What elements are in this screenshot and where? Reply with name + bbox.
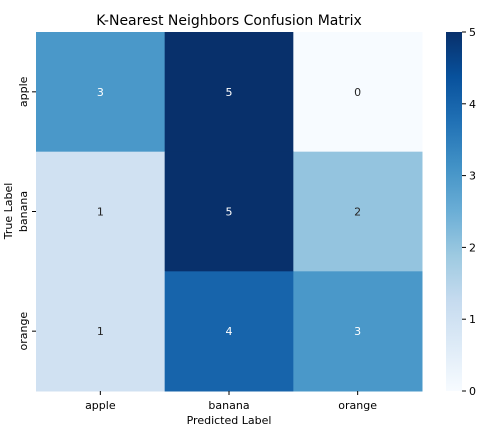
colorbar-tick-label: 4	[469, 98, 476, 111]
cell-value-label: 1	[97, 325, 104, 338]
heatmap-cell	[36, 32, 166, 153]
x-axis-label: Predicted Label	[187, 414, 272, 427]
colorbar-gradient	[446, 32, 462, 391]
x-tick-label: apple	[85, 399, 116, 412]
colorbar-tick-label: 5	[469, 26, 476, 39]
colorbar-tick-label: 2	[469, 241, 476, 254]
x-tick-label: orange	[338, 399, 377, 412]
heatmap-cell	[293, 271, 423, 392]
heatmap-cell	[293, 32, 423, 153]
x-tick-label: banana	[208, 399, 249, 412]
heatmap-cell	[164, 271, 294, 392]
heatmap-cells: 3 5 0 1 5 2 1 4 3	[36, 32, 423, 392]
y-tick-label: orange	[17, 312, 30, 351]
y-axis-label: True Label	[2, 183, 15, 241]
axis-ticks: apple banana orange apple banana orange	[17, 76, 377, 412]
y-tick-label: apple	[17, 76, 30, 107]
heatmap-cell	[164, 32, 294, 153]
cell-value-label: 1	[97, 206, 104, 219]
cell-value-label: 5	[226, 86, 233, 99]
cell-value-label: 4	[226, 325, 233, 338]
chart-title: K-Nearest Neighbors Confusion Matrix	[96, 13, 362, 29]
colorbar: 0 1 2 3 4 5	[446, 26, 476, 398]
colorbar-tick-label: 1	[469, 313, 476, 326]
heatmap-cell	[164, 151, 294, 272]
heatmap-cell	[293, 151, 423, 272]
y-tick-label: banana	[17, 191, 30, 232]
cell-value-label: 0	[354, 86, 361, 99]
colorbar-tick-label: 3	[469, 170, 476, 183]
heatmap-cell	[36, 151, 166, 272]
heatmap-cell	[36, 271, 166, 392]
colorbar-tick-label: 0	[469, 385, 476, 398]
cell-value-label: 3	[97, 86, 104, 99]
cell-value-label: 3	[354, 325, 361, 338]
cell-value-label: 2	[354, 206, 361, 219]
cell-value-label: 5	[226, 206, 233, 219]
